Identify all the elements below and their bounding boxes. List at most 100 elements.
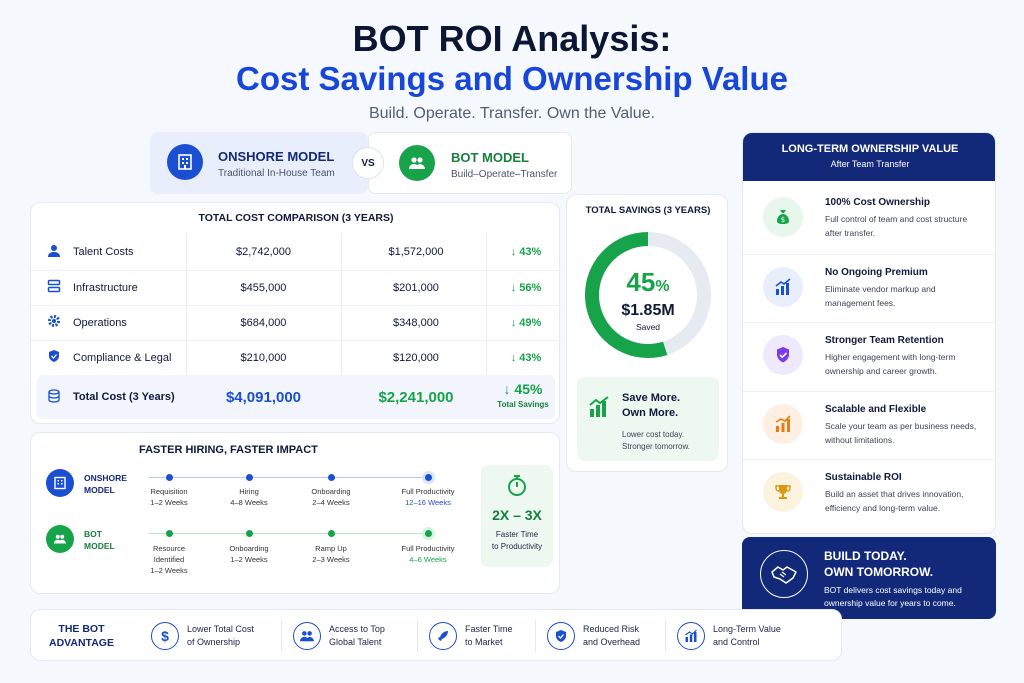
- advantage-item-line2: Global Talent: [329, 637, 382, 647]
- long-term-item-title: 100% Cost Ownership: [825, 197, 931, 208]
- handshake-icon: [760, 550, 808, 598]
- advantage-item-line1: Reduced Risk: [583, 624, 640, 634]
- timeline-step-time: 1–2 Weeks: [230, 555, 268, 564]
- bot-model-card: BOT MODEL Build–Operate–Transfer: [368, 132, 572, 194]
- advantage-item-line1: Lower Total Cost: [187, 624, 254, 634]
- model-compare: ONSHORE MODEL Traditional In-House Team …: [150, 132, 572, 194]
- onshore-cost: $684,000: [240, 316, 287, 329]
- advantage-item-line2: to Market: [465, 637, 503, 647]
- bot-cost: $348,000: [393, 316, 439, 329]
- savings-donut: [585, 232, 711, 358]
- timeline-step-name: Full Productivity: [401, 544, 455, 553]
- long-term-item: Scalable and Flexible Scale your team as…: [743, 390, 995, 459]
- coins-icon: [47, 388, 61, 406]
- growth-chart-icon: [588, 395, 612, 424]
- stopwatch-icon: [505, 473, 529, 502]
- cost-comparison-table: TOTAL COST COMPARISON (3 YEARS) Talent C…: [30, 202, 561, 424]
- timeline-dot: [327, 474, 335, 481]
- advantage-item: Reduced Risk and Overhead: [547, 622, 640, 650]
- timeline-step: Full Productivity 4–6 Weeks: [383, 543, 473, 565]
- savings-percent-sign: %: [655, 278, 670, 295]
- onshore-timeline-line: [149, 477, 429, 478]
- onshore-cost: $210,000: [240, 351, 287, 364]
- long-term-header: LONG-TERM OWNERSHIP VALUE After Team Tra…: [743, 133, 995, 181]
- growth-bars-icon: [763, 403, 803, 444]
- timeline-dot: [165, 474, 173, 481]
- row-label: Infrastructure: [73, 281, 138, 294]
- advantage-item-line2: of Ownership: [187, 637, 241, 647]
- long-term-item-desc: Eliminate vendor markup and management f…: [825, 283, 936, 308]
- banner-title-2: OWN TOMORROW.: [824, 565, 934, 579]
- advantage-divider: [665, 620, 666, 652]
- long-term-title: LONG-TERM OWNERSHIP VALUE: [781, 143, 959, 155]
- timeline-step-name: Hiring: [239, 487, 259, 496]
- total-savings-label: Total Savings: [497, 400, 549, 409]
- bot-cost: $201,000: [393, 281, 439, 294]
- building-icon: [46, 469, 74, 497]
- timeline-step-time: 2–4 Weeks: [312, 498, 350, 507]
- onshore-model-title: ONSHORE MODEL: [218, 149, 335, 164]
- people-icon: [399, 145, 435, 181]
- advantage-divider: [535, 620, 536, 652]
- timeline-step-time: 1–2 Weeks: [150, 498, 188, 507]
- onshore-timeline-label-1: ONSHORE: [84, 473, 127, 483]
- timeline-step-name: Full Productivity: [401, 487, 455, 496]
- faster-hiring-panel: FASTER HIRING, FASTER IMPACT ONSHORE MOD…: [30, 432, 560, 594]
- advantage-item-line1: Access to Top: [329, 624, 385, 634]
- advantage-title-1: THE BOT: [58, 623, 105, 635]
- savings-percent: 45: [626, 267, 656, 297]
- savings-delta: ↓ 56%: [510, 281, 542, 294]
- advantage-item-line2: and Control: [713, 637, 760, 647]
- timeline-step-time: 1–2 Weeks: [150, 566, 188, 575]
- long-term-item: $ 100% Cost Ownership Full control of te…: [743, 185, 995, 253]
- long-term-item: Stronger Team Retention Higher engagemen…: [743, 322, 995, 390]
- tagline: Build. Operate. Transfer. Own the Value.: [368, 105, 656, 122]
- timeline-dot: [245, 474, 253, 481]
- timeline-dot: [424, 474, 432, 481]
- banner-desc: BOT delivers cost savings today and owne…: [824, 585, 962, 608]
- cost-table-title: TOTAL COST COMPARISON (3 YEARS): [198, 212, 394, 224]
- timeline-step-name: Resource Identified: [152, 544, 186, 564]
- table-row: Infrastructure $455,000 $201,000 ↓ 56%: [31, 270, 561, 304]
- callout-title-1: Save More.: [622, 392, 681, 404]
- server-icon: [47, 279, 61, 296]
- timeline-step: Hiring 4–8 Weeks: [204, 486, 294, 508]
- advantage-title-2: ADVANTAGE: [49, 637, 114, 649]
- building-icon: [167, 144, 203, 180]
- timeline-step: Onboarding 1–2 Weeks: [204, 543, 294, 565]
- long-term-item-desc: Scale your team as per business needs, w…: [825, 420, 977, 445]
- timeline-step-time: 2–3 Weeks: [312, 555, 350, 564]
- onshore-cost: $2,742,000: [235, 246, 292, 258]
- bot-cost: $1,572,000: [388, 246, 444, 258]
- table-row: Compliance & Legal $210,000 $120,000 ↓ 4…: [31, 340, 561, 374]
- long-term-item: Sustainable ROI Build an asset that driv…: [743, 459, 995, 527]
- total-bot-cost: $2,241,000: [378, 388, 454, 406]
- onshore-model-card: ONSHORE MODEL Traditional In-House Team: [150, 132, 368, 194]
- table-row: Talent Costs $2,742,000 $1,572,000 ↓ 43%: [31, 235, 561, 269]
- advantage-item: $ Lower Total Cost of Ownership: [151, 622, 254, 650]
- speed-label-2: to Productivity: [491, 542, 543, 551]
- onshore-cost: $455,000: [240, 281, 287, 294]
- speed-value: 2X – 3X: [492, 507, 542, 523]
- gear-icon: [47, 314, 61, 331]
- timeline-step-time: 4–6 Weeks: [409, 555, 447, 564]
- speed-callout: 2X – 3X Faster Time to Productivity: [481, 465, 553, 567]
- total-savings-card: TOTAL SAVINGS (3 YEARS) 45% $1.85M Saved…: [566, 194, 728, 472]
- row-label: Compliance & Legal: [73, 351, 172, 364]
- row-label: Talent Costs: [73, 246, 134, 258]
- bot-cost: $120,000: [393, 351, 439, 364]
- timeline-step-name: Ramp Up: [315, 544, 347, 553]
- savings-delta: ↓ 43%: [510, 351, 542, 364]
- onshore-timeline-label-2: MODEL: [84, 485, 115, 495]
- row-label: Operations: [73, 316, 127, 329]
- callout-sub-2: Stronger tomorrow.: [622, 442, 691, 451]
- timeline-step: Requisition 1–2 Weeks: [124, 486, 214, 508]
- rocket-icon: [429, 622, 457, 650]
- timeline-step-name: Onboarding: [311, 487, 351, 496]
- advantage-item: Faster Time to Market: [429, 622, 513, 650]
- long-term-item-title: No Ongoing Premium: [825, 266, 928, 278]
- long-term-item-title: Scalable and Flexible: [825, 403, 927, 415]
- advantage-divider: [417, 620, 418, 652]
- person-icon: [47, 244, 61, 261]
- timeline-step-name: Onboarding: [229, 544, 269, 553]
